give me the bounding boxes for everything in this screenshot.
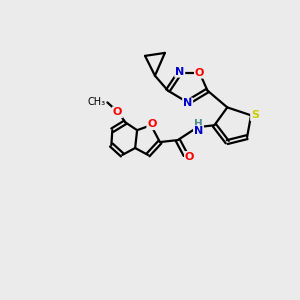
Text: N: N [183, 98, 192, 108]
Text: S: S [251, 110, 259, 120]
Text: H: H [194, 119, 203, 129]
Text: N: N [175, 67, 184, 77]
Text: O: O [195, 68, 204, 78]
Text: O: O [185, 152, 194, 162]
Text: O: O [112, 107, 122, 117]
Text: O: O [147, 119, 157, 129]
Text: N: N [194, 126, 203, 136]
Text: CH₃: CH₃ [87, 98, 105, 107]
